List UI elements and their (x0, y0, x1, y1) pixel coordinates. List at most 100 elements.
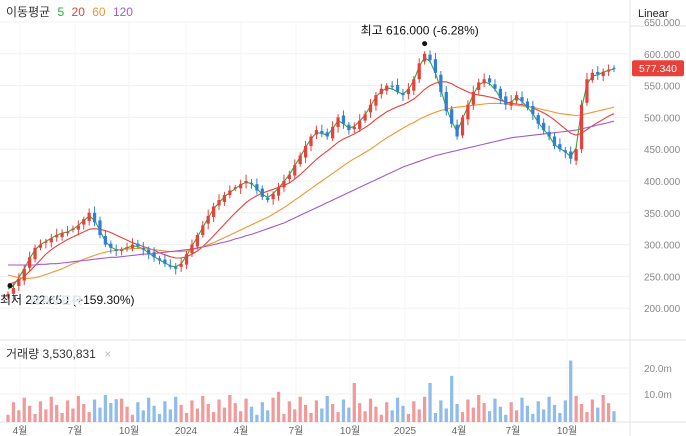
volume-bar (163, 401, 167, 422)
candle-body (525, 101, 530, 108)
y-tick-label: 200.000 (644, 304, 681, 315)
candle-body (120, 249, 124, 251)
candle-body (87, 212, 91, 222)
y-tick-label: 250.000 (644, 272, 681, 283)
volume-bar (65, 400, 70, 422)
candle-body (233, 187, 237, 189)
candle-body (331, 126, 335, 139)
candle-body (450, 109, 454, 124)
volume-bar (433, 413, 438, 422)
low-marker-dot (7, 283, 13, 289)
y-tick-label: 550.000 (644, 82, 681, 93)
volume-bar (60, 413, 64, 422)
volume-bar (606, 403, 611, 422)
volume-bar (439, 400, 443, 422)
candle-body (276, 187, 281, 196)
x-tick-label: 10월 (340, 425, 360, 436)
moving-average-lines (7, 56, 615, 290)
volume-bar (450, 375, 454, 422)
volume-bar (244, 398, 248, 422)
volume-legend: 거래량 3,530,831 × (6, 345, 111, 362)
volume-bar (141, 410, 145, 422)
candle-body (206, 215, 210, 224)
ma-legend-60[interactable]: 60 (92, 5, 106, 19)
candle-body (363, 114, 367, 121)
volume-bar (596, 407, 600, 422)
candle-body (460, 117, 465, 136)
candle-body (287, 174, 291, 180)
volume-bar (168, 409, 172, 422)
volume-bar (417, 409, 421, 422)
volume-bar (341, 399, 346, 422)
y-tick-label: 400.000 (644, 177, 681, 188)
current-price-label: 577.340 (639, 63, 677, 75)
volume-bar (601, 395, 605, 422)
volume-bar (509, 402, 513, 422)
volume-bar (493, 398, 497, 422)
volume-bar (574, 395, 578, 422)
volume-bar (82, 404, 86, 422)
candle-body (38, 244, 43, 248)
candle-body (385, 85, 389, 91)
candle-body (336, 117, 340, 127)
close-volume-icon[interactable]: × (104, 347, 112, 361)
candle-body (401, 92, 405, 96)
volume-bar (130, 414, 135, 422)
candle-body (455, 124, 459, 137)
volume-bar (136, 402, 140, 422)
candle-body (190, 244, 194, 254)
ma-legend-5[interactable]: 5 (57, 5, 65, 19)
x-tick-label: 7월 (68, 425, 83, 436)
volume-bar (401, 405, 405, 422)
volume-bar (331, 404, 335, 422)
candle-body (228, 190, 232, 195)
candle-body (303, 146, 308, 158)
volume-bar (363, 411, 367, 422)
volume-bar (249, 406, 254, 422)
candle-body (379, 88, 383, 95)
candle-body (514, 95, 519, 101)
volume-bar (590, 399, 594, 422)
candle-body (152, 252, 156, 258)
candle-body (33, 247, 37, 260)
candle-body (390, 85, 394, 87)
candle-body (395, 84, 400, 92)
volume-bar (471, 407, 475, 422)
volume-bar (395, 397, 400, 422)
candle-body (579, 104, 584, 150)
candle-body (147, 249, 151, 255)
candle-body (222, 194, 227, 202)
scale-mode-button[interactable]: Linear (638, 8, 669, 20)
ma-legend-20[interactable]: 20 (71, 5, 85, 19)
volume-bar (423, 396, 427, 422)
volume-bar (368, 398, 373, 422)
volume-bar (298, 396, 302, 422)
high-marker-dot (422, 41, 428, 47)
y-tick-label: 600.000 (644, 50, 681, 61)
candle-body (28, 257, 32, 268)
volume-bar (109, 403, 113, 422)
volume-bar (55, 404, 59, 422)
volume-bar (542, 409, 546, 422)
volume-bar (98, 407, 102, 422)
candle-body (82, 219, 86, 225)
candle-body (347, 124, 351, 131)
y-tick-label: 300.000 (644, 241, 681, 252)
candle-body (482, 79, 486, 84)
volume-bar (531, 413, 535, 422)
volume-bar (563, 400, 567, 422)
volume-bar (33, 413, 37, 422)
volume-bar (569, 360, 573, 422)
ma-legend-120[interactable]: 120 (112, 5, 133, 19)
candle-body (417, 63, 421, 80)
candle-body (358, 120, 362, 129)
low-marker-label: 최저 222.650 (+159.30%) (0, 293, 135, 307)
candle-body (341, 115, 346, 124)
candle-body (444, 91, 448, 112)
candle-body (125, 247, 129, 249)
volume-bar (228, 395, 232, 422)
volume-bar (271, 397, 275, 422)
volume-label: 거래량 (6, 347, 40, 361)
volume-bar (320, 408, 324, 422)
